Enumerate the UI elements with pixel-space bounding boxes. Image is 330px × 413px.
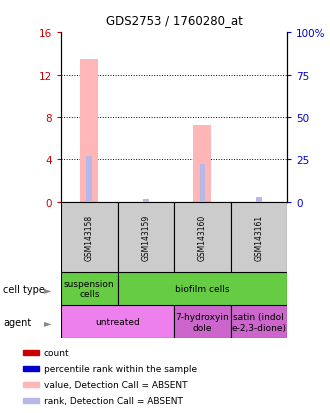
Bar	[22, 382, 39, 387]
Bar	[174, 306, 231, 339]
Text: GSM143160: GSM143160	[198, 214, 207, 261]
Bar	[61, 273, 117, 306]
Bar	[80, 59, 98, 202]
Text: GSM143159: GSM143159	[141, 214, 150, 261]
Text: value, Detection Call = ABSENT: value, Detection Call = ABSENT	[44, 380, 187, 389]
Bar	[193, 126, 212, 202]
Bar	[174, 202, 231, 273]
Text: satin (indol
e-2,3-dione): satin (indol e-2,3-dione)	[231, 313, 286, 332]
Bar	[256, 197, 262, 202]
Bar	[86, 157, 92, 202]
Bar	[117, 202, 174, 273]
Bar	[231, 306, 287, 339]
Bar	[61, 202, 117, 273]
Bar	[231, 202, 287, 273]
Text: 7-hydroxyin
dole: 7-hydroxyin dole	[176, 313, 229, 332]
Text: agent: agent	[3, 317, 32, 327]
Bar	[22, 350, 39, 356]
Text: untreated: untreated	[95, 318, 140, 327]
Text: GDS2753 / 1760280_at: GDS2753 / 1760280_at	[106, 14, 243, 27]
Text: percentile rank within the sample: percentile rank within the sample	[44, 364, 197, 373]
Bar	[61, 306, 174, 339]
Bar	[22, 366, 39, 371]
Text: ►: ►	[44, 317, 51, 327]
Text: GSM143161: GSM143161	[254, 214, 263, 261]
Text: rank, Detection Call = ABSENT: rank, Detection Call = ABSENT	[44, 396, 183, 405]
Text: biofilm cells: biofilm cells	[175, 285, 230, 294]
Text: ►: ►	[44, 284, 51, 294]
Bar	[200, 164, 205, 202]
Text: GSM143158: GSM143158	[85, 214, 94, 261]
Bar	[117, 273, 287, 306]
Text: suspension
cells: suspension cells	[64, 280, 115, 299]
Bar	[143, 200, 148, 202]
Bar	[22, 398, 39, 404]
Text: cell type: cell type	[3, 284, 45, 294]
Text: count: count	[44, 349, 69, 357]
